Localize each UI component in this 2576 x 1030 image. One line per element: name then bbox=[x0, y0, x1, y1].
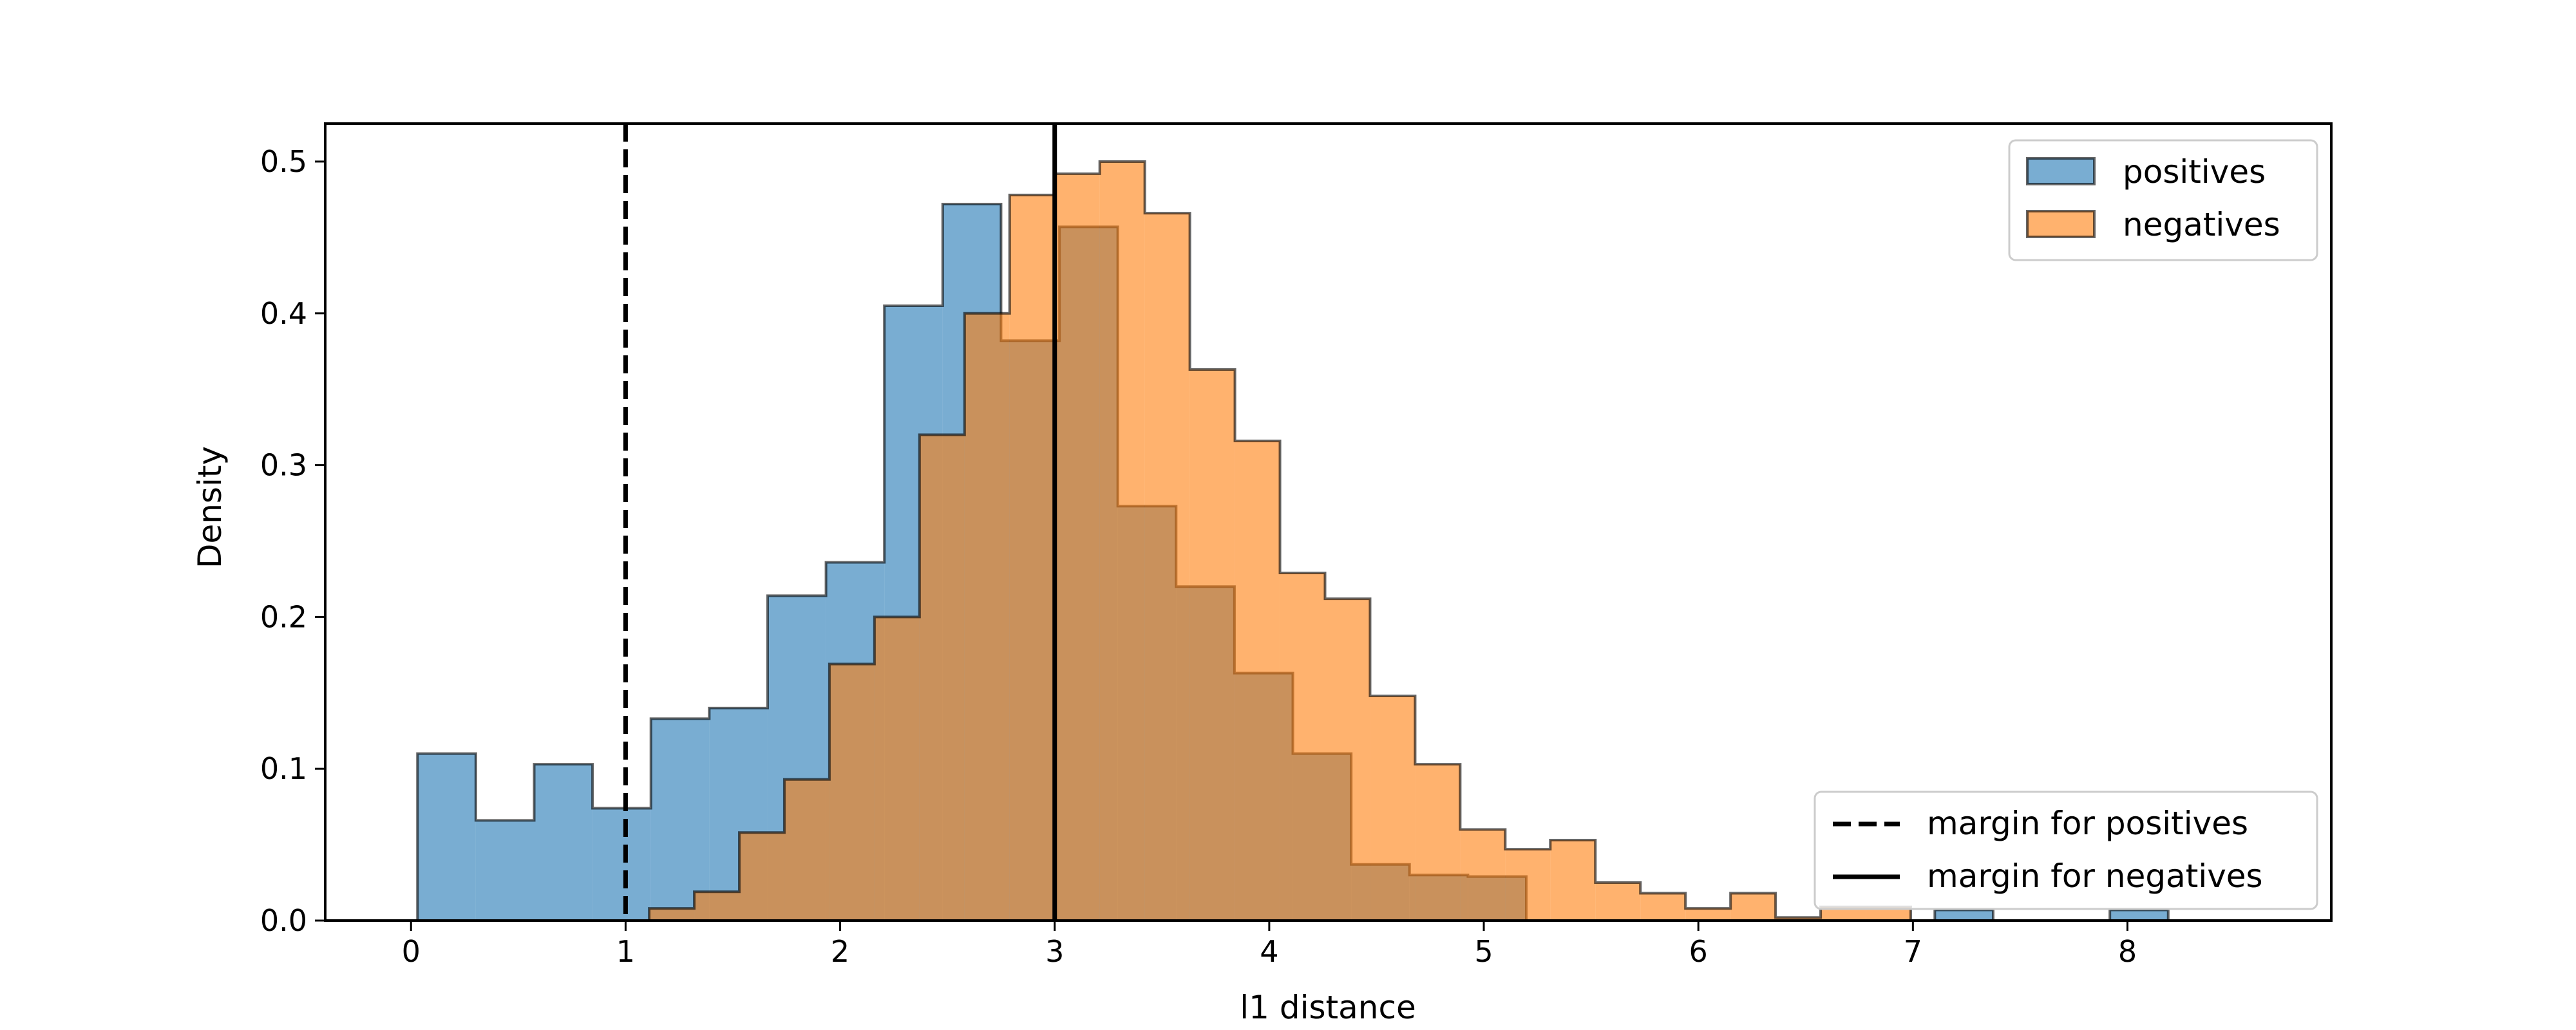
y-tick-label: 0.3 bbox=[260, 448, 307, 483]
bar-negatives bbox=[829, 664, 875, 921]
x-tick-label: 4 bbox=[1260, 934, 1278, 969]
y-tick-label: 0.4 bbox=[260, 296, 307, 331]
bar-positives bbox=[592, 808, 651, 921]
bar-negatives bbox=[1730, 893, 1776, 921]
legend-swatch-negatives bbox=[2026, 210, 2096, 238]
bar-negatives bbox=[1640, 893, 1686, 921]
bar-negatives bbox=[784, 779, 829, 921]
bar-negatives bbox=[1595, 883, 1641, 921]
bar-negatives bbox=[1505, 849, 1551, 921]
bar-negatives bbox=[964, 313, 1010, 921]
bar-negatives bbox=[1235, 440, 1280, 921]
y-tick-label: 0.5 bbox=[260, 144, 307, 179]
bar-negatives bbox=[1325, 599, 1370, 921]
x-tick-label: 8 bbox=[2118, 934, 2137, 969]
x-tick-label: 5 bbox=[1474, 934, 1493, 969]
outline-negatives bbox=[648, 160, 1913, 921]
legend-label-positives: positives bbox=[2123, 153, 2266, 191]
bar-negatives bbox=[1189, 370, 1235, 921]
bar-negatives bbox=[694, 892, 739, 921]
bar-positives bbox=[1935, 910, 1993, 921]
bar-negatives bbox=[1460, 829, 1506, 921]
legend-swatch-positives bbox=[2026, 157, 2096, 185]
bar-negatives bbox=[1280, 572, 1325, 921]
bar-negatives bbox=[1099, 161, 1145, 921]
x-tick-label: 3 bbox=[1045, 934, 1064, 969]
x-axis-label: l1 distance bbox=[1240, 989, 1416, 1026]
x-tick-label: 0 bbox=[402, 934, 421, 969]
bar-negatives bbox=[649, 908, 695, 921]
bar-negatives bbox=[919, 435, 965, 921]
bar-positives bbox=[475, 820, 535, 921]
bar-negatives bbox=[874, 617, 920, 921]
bar-negatives bbox=[1415, 764, 1461, 921]
x-tick-label: 1 bbox=[616, 934, 635, 969]
bar-negatives bbox=[1685, 908, 1731, 921]
legend-histograms: positives negatives bbox=[2008, 139, 2318, 261]
legend-box bbox=[1814, 791, 2318, 910]
bar-positives bbox=[650, 718, 710, 921]
bar-negatives bbox=[739, 832, 784, 921]
bar-negatives bbox=[1866, 906, 1911, 921]
x-tick-label: 7 bbox=[1904, 934, 1922, 969]
y-tick-label: 0.0 bbox=[260, 903, 307, 938]
legend-label-negatives: negatives bbox=[2123, 206, 2280, 243]
legend-label-margin-for-positives: margin for positives bbox=[1927, 805, 2248, 842]
legend-label-margin-for-negatives: margin for negatives bbox=[1927, 857, 2263, 895]
legend-margins: margin for positives margin for negatives bbox=[1814, 791, 2318, 910]
bar-negatives bbox=[1144, 213, 1190, 921]
y-tick-label: 0.2 bbox=[260, 599, 307, 634]
y-axis-label: Density bbox=[191, 446, 229, 568]
series-negatives bbox=[648, 160, 1913, 921]
axes: 0 1 2 3 4 5 6 7 8 0.0 0.1 0.2 0.3 0.4 0.5 bbox=[260, 122, 2333, 969]
bar-positives bbox=[2110, 910, 2168, 921]
bar-negatives bbox=[1009, 194, 1055, 921]
bar-negatives bbox=[1370, 696, 1416, 921]
x-tick-label: 2 bbox=[831, 934, 849, 969]
bar-negatives bbox=[1776, 917, 1821, 921]
bar-positives bbox=[534, 764, 593, 921]
y-tick-label: 0.1 bbox=[260, 751, 307, 786]
bar-negatives bbox=[1550, 840, 1596, 921]
axes-frame bbox=[324, 122, 2333, 922]
x-tick-label: 6 bbox=[1689, 934, 1708, 969]
bar-negatives bbox=[1054, 173, 1100, 921]
bar-positives bbox=[417, 753, 476, 921]
bar-negatives bbox=[1821, 906, 1866, 921]
plot-area bbox=[416, 124, 2170, 922]
